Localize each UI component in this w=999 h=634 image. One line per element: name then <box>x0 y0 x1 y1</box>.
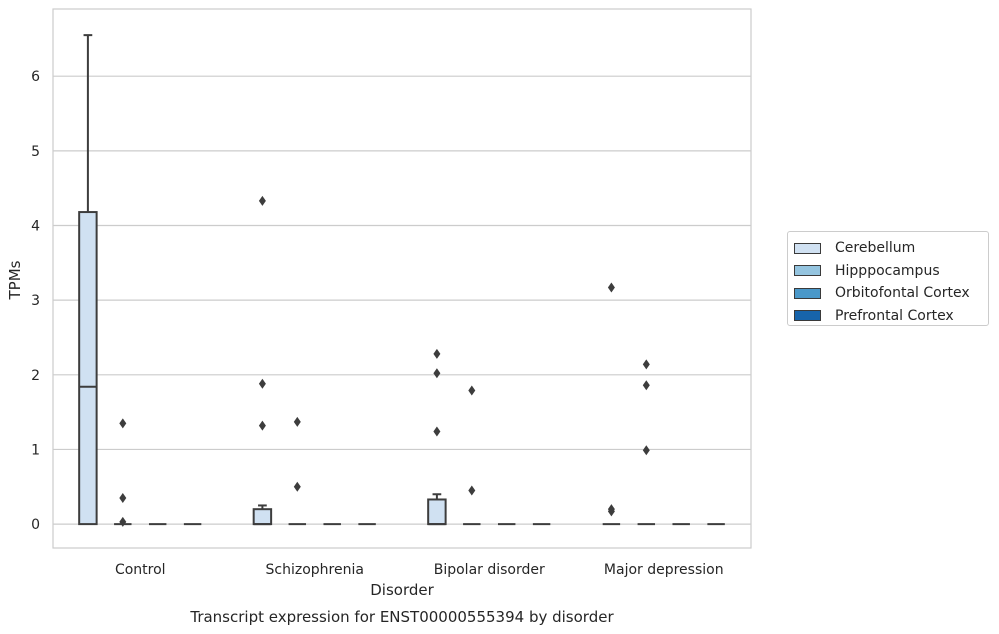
legend: Cerebellum Hipppocampus Orbitofontal Corte… <box>787 231 989 326</box>
legend-item: Hipppocampus <box>794 260 988 283</box>
box-plots <box>78 34 725 527</box>
x-axis-label: Disorder <box>370 581 434 599</box>
outlier-point <box>642 380 650 391</box>
legend-item: Cerebellum <box>794 237 988 260</box>
box-1-2 <box>463 385 481 526</box>
legend-swatch <box>794 287 821 299</box>
legend-label: Hipppocampus <box>835 262 940 279</box>
chart-title: Transcript expression for ENST0000055539… <box>189 608 614 626</box>
y-tick-label: 4 <box>31 218 40 234</box>
legend-swatch <box>794 310 821 322</box>
box-1-3 <box>637 359 656 526</box>
box-0-2 <box>427 348 447 526</box>
outlier-point <box>607 282 615 293</box>
legend-item: Orbitofontal Cortex <box>794 282 988 305</box>
box-1-0 <box>114 418 132 527</box>
x-tick-label: Control <box>115 562 166 578</box>
legend-item: Prefrontal Cortex <box>794 305 988 328</box>
outlier-point <box>468 485 476 496</box>
outlier-point <box>119 418 127 429</box>
y-axis-label: TPMs <box>6 260 24 300</box>
outlier-point <box>293 481 301 492</box>
x-tick-label: Bipolar disorder <box>434 562 545 578</box>
legend-label: Prefrontal Cortex <box>835 307 954 324</box>
y-tick-label: 5 <box>31 144 40 160</box>
y-tick-label: 0 <box>31 517 40 533</box>
outlier-point <box>119 492 127 503</box>
y-tick-label: 3 <box>31 293 40 309</box>
legend-label: Cerebellum <box>835 240 916 257</box>
box-0-3 <box>602 282 621 526</box>
x-tick-label: Schizophrenia <box>266 562 364 578</box>
y-tick-label: 6 <box>31 69 40 85</box>
grid-lines <box>53 75 751 525</box>
y-tick-label: 2 <box>31 368 40 384</box>
box <box>252 508 273 526</box>
legend-swatch <box>794 242 821 254</box>
legend-label: Orbitofontal Cortex <box>835 285 970 302</box>
outlier-point <box>258 420 266 431</box>
box-1-1 <box>288 416 307 526</box>
box-0-0 <box>78 34 98 526</box>
outlier-point <box>642 359 650 370</box>
outlier-point <box>258 195 266 206</box>
outlier-point <box>468 385 476 396</box>
box <box>427 498 447 526</box>
outlier-point <box>433 368 441 379</box>
outlier-point <box>642 445 650 456</box>
box <box>78 211 98 526</box>
box-0-1 <box>252 195 273 526</box>
outlier-point <box>433 348 441 359</box>
y-tick-labels: 0 1 2 3 4 5 6 <box>31 69 40 533</box>
y-tick-label: 1 <box>31 442 40 458</box>
outlier-point <box>433 426 441 437</box>
outlier-point <box>293 416 301 427</box>
x-tick-labels: Control Schizophrenia Bipolar disorder Majo… <box>115 562 724 578</box>
outlier-point <box>607 506 615 517</box>
outlier-point <box>119 516 127 527</box>
outlier-point <box>258 378 266 389</box>
plot-frame <box>52 8 752 549</box>
legend-swatch <box>794 265 821 277</box>
x-tick-label: Major depression <box>604 562 724 578</box>
